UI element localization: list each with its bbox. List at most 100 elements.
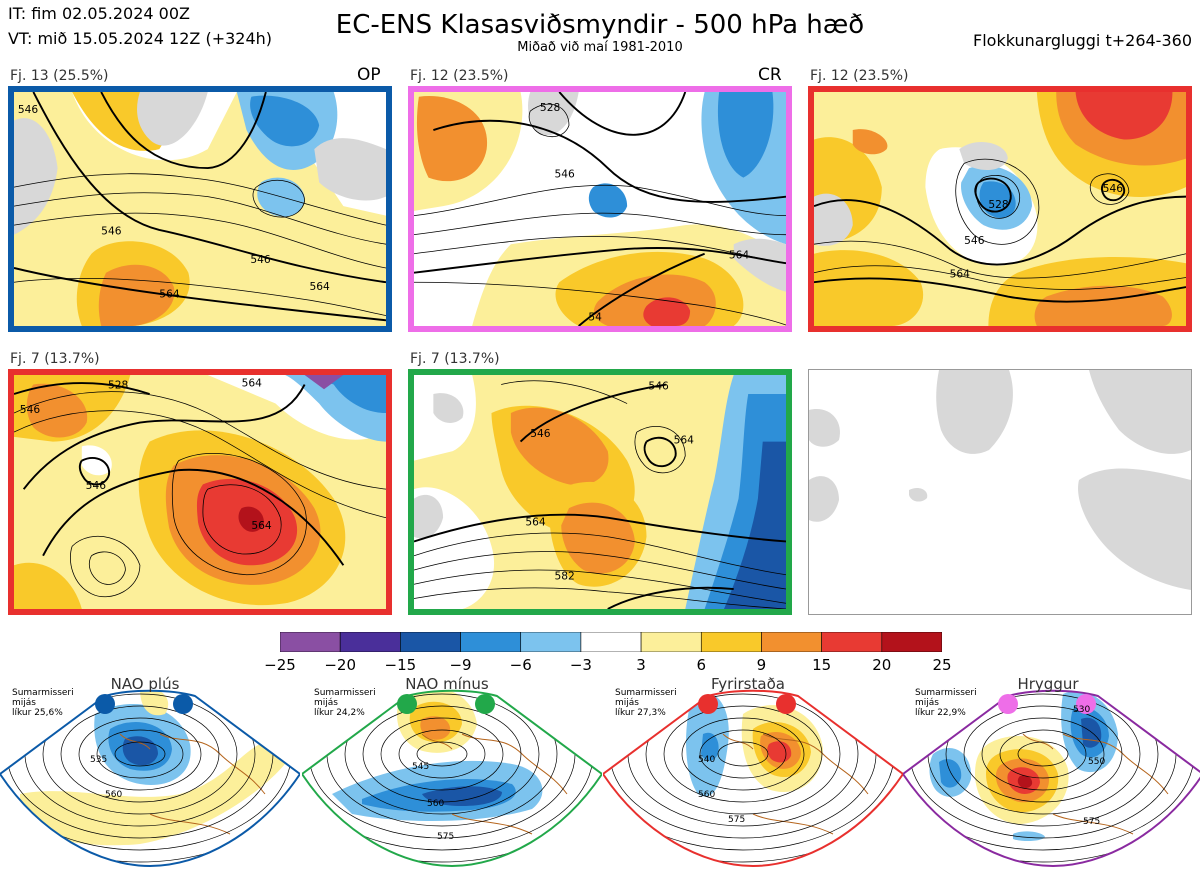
anomaly-area bbox=[1013, 831, 1045, 842]
panel-2-contour-label: 528 bbox=[540, 102, 560, 114]
regime-marker-dot bbox=[998, 694, 1018, 714]
regime-contour-label: 575 bbox=[728, 815, 745, 825]
colorbar-tick-label: 3 bbox=[636, 656, 646, 674]
anomaly-area bbox=[1017, 775, 1033, 789]
colorbar-swatch bbox=[761, 632, 822, 652]
regime-marker-dot bbox=[1076, 694, 1096, 714]
colorbar-tick-label: 25 bbox=[932, 656, 952, 674]
panel-1-contour-label: 564 bbox=[309, 281, 330, 293]
panel-5-contour-label: 546 bbox=[648, 380, 669, 392]
colorbar-swatch bbox=[580, 632, 642, 652]
panel-1-contour-label: 546 bbox=[18, 104, 39, 116]
colorbar-swatch bbox=[280, 632, 341, 652]
panel-1-contour-label: 546 bbox=[101, 226, 122, 238]
regime-map: Sumarmisseri mijás líkur 27,3% 540 560 575 Fyr… bbox=[603, 674, 903, 871]
regime-contour-label: 560 bbox=[427, 799, 444, 809]
cluster-map-2: 528 546 564 54 bbox=[408, 86, 792, 332]
colorbar-tick-label: −9 bbox=[449, 656, 472, 674]
panel-4-contour-label: 528 bbox=[108, 379, 128, 391]
panel-4-contour-label: 546 bbox=[20, 404, 41, 416]
anomaly-area bbox=[20, 744, 285, 846]
colorbar bbox=[280, 632, 942, 652]
colorbar-swatch bbox=[640, 632, 702, 652]
colorbar-swatch bbox=[339, 632, 401, 652]
regime-map: Sumarmisseri mijás líkur 25,6% 535 560 NAO pl… bbox=[0, 674, 300, 871]
regime-season: Sumarmisseri bbox=[615, 688, 677, 698]
regime-outline bbox=[903, 689, 1200, 868]
regime-contour-label: 560 bbox=[698, 790, 715, 800]
cluster-map-3: 528 546 564 546 bbox=[808, 86, 1192, 332]
colorbar-tick-label: 9 bbox=[756, 656, 767, 674]
panel-5-contour-label: 546 bbox=[530, 428, 551, 440]
regime-marker-dot bbox=[776, 694, 796, 714]
colorbar-tick-label: −25 bbox=[264, 656, 296, 674]
page-subtitle: Miðað við maí 1981-2010 bbox=[517, 40, 683, 55]
panel-2-contour-label: 546 bbox=[554, 169, 575, 181]
regime-marker-dot bbox=[173, 694, 193, 714]
panel-3-contour-label: 564 bbox=[950, 269, 971, 281]
panel-4-contour-label: 546 bbox=[86, 480, 107, 492]
colorbar-swatch bbox=[460, 632, 522, 652]
anomaly-area bbox=[1081, 717, 1102, 748]
regime-title: Hryggur bbox=[1017, 675, 1079, 693]
regime-marker-dot bbox=[397, 694, 417, 714]
anomaly-area bbox=[422, 786, 502, 806]
panel-5-contour-label: 582 bbox=[554, 571, 574, 583]
regime-title: Fyrirstaða bbox=[711, 675, 785, 693]
regime-contour-label: 550 bbox=[1088, 757, 1105, 767]
regime-map: Sumarmisseri mijás líkur 22,9% 530 550 575 Hry… bbox=[903, 674, 1200, 871]
colorbar-tick-label: 6 bbox=[696, 656, 707, 674]
colorbar-tick-label: −20 bbox=[324, 656, 356, 674]
regime-contour-label: 560 bbox=[105, 790, 122, 800]
regime-mean: mijás bbox=[915, 698, 939, 708]
regime-title: NAO plús bbox=[110, 675, 180, 693]
colorbar-tick-label: −15 bbox=[384, 656, 417, 674]
classification-window: Flokkunargluggi t+264-360 bbox=[973, 31, 1192, 50]
panel-4-contour-label: 564 bbox=[242, 377, 263, 389]
regime-contour-label: 545 bbox=[412, 762, 429, 772]
regime-mean: mijás bbox=[615, 698, 639, 708]
cluster-map-1: 546 564 546 546 564 bbox=[8, 86, 392, 332]
regime-season: Sumarmisseri bbox=[314, 688, 376, 698]
cluster-map-4: 528 546 564 564 546 bbox=[8, 369, 392, 615]
colorbar-swatch bbox=[881, 632, 942, 652]
regime-likelihood: líkur 22,9% bbox=[915, 708, 966, 718]
colorbar-tick-label: 20 bbox=[872, 656, 892, 674]
regime-likelihood: líkur 27,3% bbox=[615, 708, 666, 718]
anomaly-area bbox=[122, 736, 158, 766]
regime-contour-label: 575 bbox=[437, 832, 454, 842]
regime-marker-dot bbox=[475, 694, 495, 714]
panel-3-contour-label: 546 bbox=[1103, 183, 1124, 195]
panel-5-label: Fj. 7 (13.7%) bbox=[410, 351, 500, 367]
regime-marker-dot bbox=[95, 694, 115, 714]
regime-title: NAO mínus bbox=[405, 675, 489, 693]
anomaly-area bbox=[140, 690, 169, 716]
regime-contour-label: 530 bbox=[1073, 705, 1090, 715]
regime-likelihood: líkur 25,6% bbox=[12, 708, 63, 718]
init-time: IT: fim 02.05.2024 00Z bbox=[8, 4, 190, 23]
regime-contour-label: 575 bbox=[1083, 817, 1100, 827]
panel-2-label: Fj. 12 (23.5%) bbox=[410, 68, 509, 84]
panel-2-contour-label: 564 bbox=[729, 250, 750, 262]
colorbar-tick-label: 15 bbox=[812, 656, 832, 674]
colorbar-tick-label: −3 bbox=[569, 656, 592, 674]
panel-3-contour-label: 528 bbox=[988, 199, 1008, 211]
panel-3-contour-label: 546 bbox=[964, 235, 985, 247]
regime-outline bbox=[603, 689, 903, 868]
colorbar-tick-label: −6 bbox=[509, 656, 532, 674]
colorbar-swatch bbox=[821, 632, 883, 652]
regime-mean: mijás bbox=[314, 698, 338, 708]
panel-1-tag: OP bbox=[357, 65, 381, 85]
panel-1-contour-label: 546 bbox=[250, 254, 271, 266]
regime-marker-dot bbox=[698, 694, 718, 714]
anomaly-area bbox=[701, 732, 719, 761]
regime-mean: mijás bbox=[12, 698, 36, 708]
regime-season: Sumarmisseri bbox=[915, 688, 977, 698]
anomaly-area bbox=[767, 741, 792, 763]
panel-5-contour-label: 564 bbox=[525, 516, 546, 528]
colorbar-swatch bbox=[700, 632, 762, 652]
panel-4-contour-label: 564 bbox=[251, 520, 272, 532]
regime-likelihood: líkur 24,2% bbox=[314, 708, 365, 718]
regime-season: Sumarmisseri bbox=[12, 688, 74, 698]
regime-map: Sumarmisseri mijás líkur 24,2% 545 560 575 NAO… bbox=[302, 674, 602, 871]
